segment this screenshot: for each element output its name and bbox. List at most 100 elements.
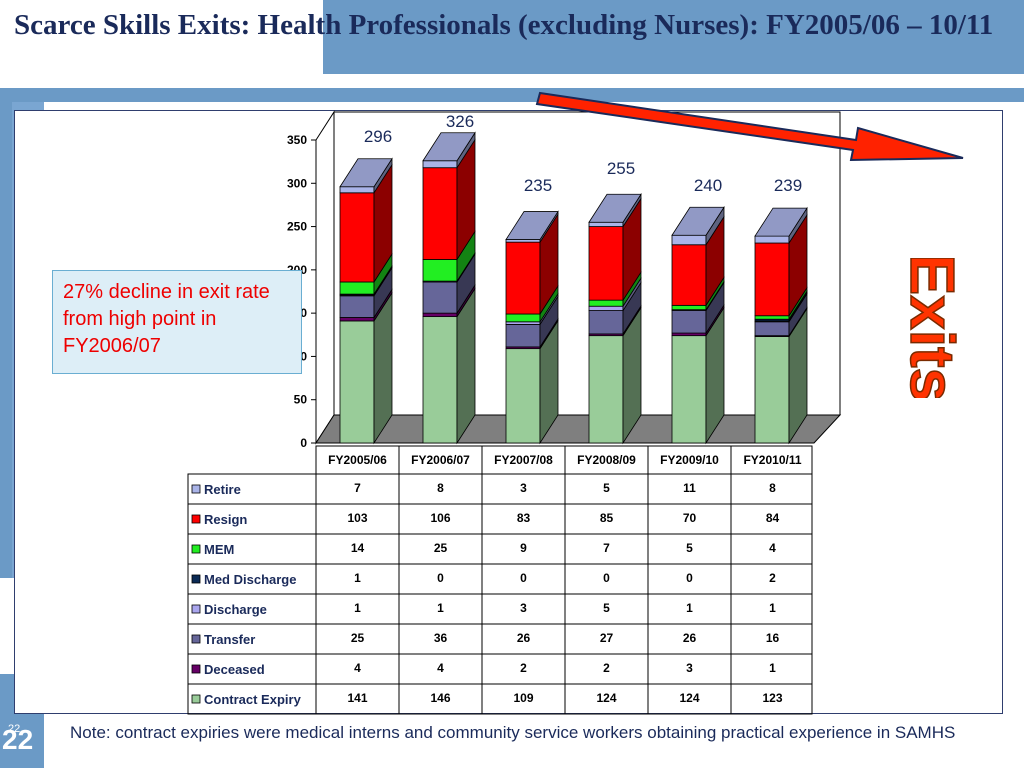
bar-segment-resign <box>754 242 790 317</box>
bar-total-label: 255 <box>607 159 635 178</box>
y-tick-label: 300 <box>287 176 307 190</box>
table-cell: 8 <box>769 481 776 495</box>
bar-segment-retire <box>422 160 458 169</box>
legend-swatch <box>191 634 201 644</box>
bar-segment-discharge <box>588 305 624 311</box>
y-tick-label: 350 <box>287 133 307 147</box>
bar-segment-resign <box>588 226 624 301</box>
table-cell: 0 <box>686 571 693 585</box>
legend-label: Resign <box>204 512 247 527</box>
bar-total-label: 239 <box>774 176 802 195</box>
table-cell: 14 <box>351 541 365 555</box>
table-cell: 4 <box>437 661 444 675</box>
legend-label: Med Discharge <box>204 572 296 587</box>
table-cell: 124 <box>679 691 699 705</box>
page-number-small: 22 <box>8 723 21 735</box>
x-category-label: FY2008/09 <box>577 453 636 467</box>
table-cell: 1 <box>769 601 776 615</box>
bar-top <box>671 206 725 236</box>
table-cell: 26 <box>517 631 531 645</box>
slide-title: Scarce Skills Exits: Health Professional… <box>14 9 994 41</box>
table-row <box>187 623 813 655</box>
table-cell: 0 <box>603 571 610 585</box>
table-cell: 5 <box>686 541 693 555</box>
bar-total-label: 235 <box>524 176 552 195</box>
table-cell: 109 <box>513 691 533 705</box>
y-tick-label: 50 <box>294 393 308 407</box>
decline-callout: 27% decline in exit rate from high point… <box>52 270 302 374</box>
x-category-label: FY2010/11 <box>743 453 801 467</box>
bar-segment-contract-expiry <box>588 335 624 444</box>
bar-segment-transfer <box>422 281 458 314</box>
legend-swatch <box>191 694 201 704</box>
legend-label: Contract Expiry <box>204 692 302 707</box>
legend-label: MEM <box>204 542 234 557</box>
legend-label: Discharge <box>204 602 267 617</box>
table-cell: 36 <box>434 631 448 645</box>
bar-total-label: 240 <box>694 176 722 195</box>
y-tick-label: 0 <box>300 436 307 450</box>
bar-segment-resign <box>339 192 375 283</box>
x-category-label: FY2006/07 <box>411 453 470 467</box>
legend-label: Transfer <box>204 632 255 647</box>
bar-segment-resign <box>671 244 707 306</box>
table-cell: 4 <box>354 661 361 675</box>
bar-segment-deceased <box>422 312 458 318</box>
chart-side-wall <box>315 110 335 445</box>
title-background <box>0 0 323 74</box>
bar-segment-mem <box>754 315 790 320</box>
bar-segment-transfer <box>588 310 624 335</box>
table-cell: 1 <box>437 601 444 615</box>
table-cell: 1 <box>686 601 693 615</box>
legend-label: Retire <box>204 482 241 497</box>
page-number: 22 <box>2 724 34 755</box>
legend-swatch <box>191 604 201 614</box>
header-band <box>323 0 1024 74</box>
table-cell: 5 <box>603 481 610 495</box>
footnote: Note: contract expiries were medical int… <box>70 723 956 742</box>
bar-segment-mem <box>505 313 541 323</box>
table-header-row <box>315 445 813 475</box>
table-row <box>187 503 813 535</box>
table-cell: 8 <box>437 481 444 495</box>
table-cell: 7 <box>603 541 610 555</box>
bar-top <box>339 158 393 188</box>
exits-label: Exits <box>896 258 967 398</box>
table-row <box>187 653 813 685</box>
bar-segment-transfer <box>671 310 707 334</box>
bar-segment-transfer <box>754 321 790 337</box>
legend-swatch <box>191 664 201 674</box>
table-cell: 2 <box>520 661 527 675</box>
x-category-label: FY2005/06 <box>328 453 387 467</box>
x-category-label: FY2007/08 <box>494 453 553 467</box>
bar-segment-retire <box>671 234 707 246</box>
table-cell: 0 <box>437 571 444 585</box>
table-cell: 16 <box>766 631 780 645</box>
table-cell: 141 <box>347 691 367 705</box>
table-cell: 3 <box>686 661 693 675</box>
bar-segment-contract-expiry <box>339 320 375 444</box>
table-cell: 25 <box>351 631 365 645</box>
bar-segment-transfer <box>505 323 541 348</box>
table-cell: 11 <box>683 481 696 495</box>
bar-segment-retire <box>339 186 375 194</box>
bar-segment-deceased <box>339 317 375 322</box>
legend-swatch <box>191 484 201 494</box>
bar-total-label: 326 <box>446 112 474 131</box>
bar-segment-retire <box>588 221 624 227</box>
bar-segment-contract-expiry <box>422 316 458 444</box>
table-cell: 5 <box>603 601 610 615</box>
table-row <box>187 473 813 505</box>
legend-label: Deceased <box>204 662 265 677</box>
table-cell: 2 <box>769 571 776 585</box>
table-cell: 3 <box>520 601 527 615</box>
table-cell: 0 <box>520 571 527 585</box>
bar-top <box>422 132 476 162</box>
table-row <box>187 593 813 625</box>
bar-segment-resign <box>505 241 541 315</box>
bar-segment-contract-expiry <box>671 335 707 444</box>
table-cell: 124 <box>596 691 616 705</box>
bar-segment-contract-expiry <box>505 348 541 444</box>
bar-segment-mem <box>422 259 458 282</box>
